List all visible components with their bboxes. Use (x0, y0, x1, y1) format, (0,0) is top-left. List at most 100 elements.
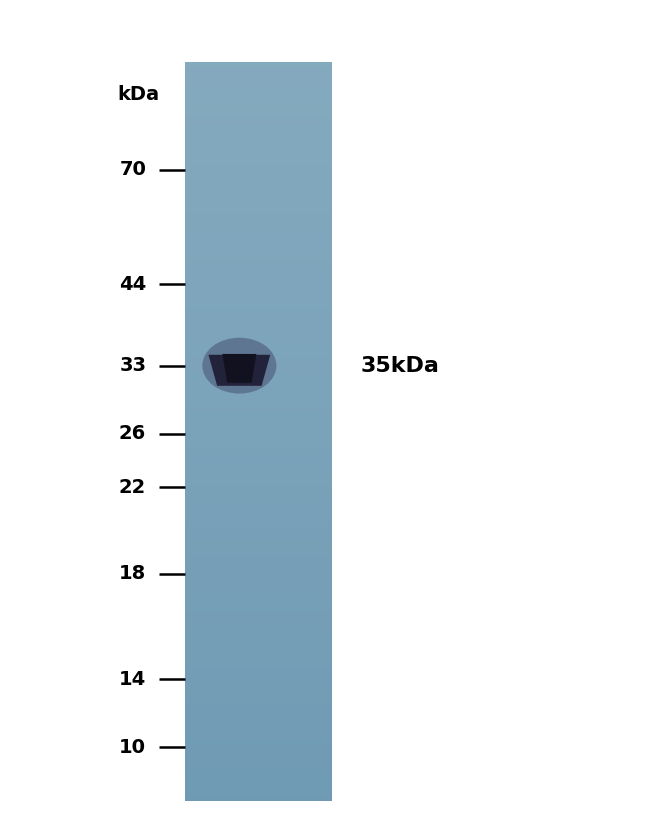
Bar (185, 123, 332, 127)
Bar (185, 542, 332, 545)
Bar (185, 732, 332, 735)
Bar (185, 232, 332, 235)
Bar (185, 118, 332, 122)
Bar (185, 399, 332, 403)
Text: 44: 44 (119, 275, 146, 294)
Bar (185, 117, 332, 119)
Bar (185, 722, 332, 725)
Bar (185, 217, 332, 221)
Bar (185, 389, 332, 393)
Bar (185, 377, 332, 380)
Bar (185, 143, 332, 147)
Bar (185, 453, 332, 456)
Bar (185, 555, 332, 558)
Bar (185, 416, 332, 420)
Bar (185, 564, 332, 567)
Text: 35kDa: 35kDa (361, 356, 439, 376)
Bar (185, 313, 332, 316)
Bar (185, 65, 332, 68)
Bar (185, 382, 332, 385)
Bar (185, 569, 332, 572)
Bar (185, 227, 332, 230)
Bar (185, 190, 332, 193)
Bar (185, 665, 332, 669)
Bar (185, 239, 332, 242)
Bar (185, 234, 332, 237)
Bar (185, 149, 332, 152)
Bar (185, 362, 332, 366)
Polygon shape (209, 355, 270, 386)
Bar (185, 700, 332, 703)
Bar (185, 633, 332, 636)
Bar (185, 91, 332, 95)
Bar (185, 160, 332, 164)
Bar (185, 266, 332, 269)
Bar (185, 663, 332, 666)
Bar (185, 709, 332, 712)
Bar (185, 751, 332, 754)
Bar (185, 384, 332, 388)
Bar (185, 281, 332, 284)
Bar (185, 296, 332, 300)
Bar (185, 727, 332, 730)
Bar (185, 510, 332, 513)
Bar (185, 576, 332, 580)
Bar (185, 798, 332, 801)
Bar (185, 197, 332, 201)
Bar (185, 365, 332, 368)
Bar (185, 340, 332, 343)
Bar (185, 724, 332, 727)
Bar (185, 495, 332, 498)
Bar (185, 584, 332, 587)
Polygon shape (222, 354, 256, 383)
Bar (185, 180, 332, 184)
Bar (185, 687, 332, 690)
Bar (185, 781, 332, 784)
Bar (185, 107, 332, 110)
Bar (185, 151, 332, 154)
Bar (185, 441, 332, 445)
Bar (185, 126, 332, 129)
Bar (185, 183, 332, 186)
Bar (185, 618, 332, 622)
Bar (185, 601, 332, 604)
Bar (185, 131, 332, 134)
Bar (185, 192, 332, 195)
Bar (185, 513, 332, 516)
Bar (185, 505, 332, 508)
Bar (185, 404, 332, 408)
Bar (185, 643, 332, 646)
Bar (185, 766, 332, 769)
Bar (185, 631, 332, 634)
Bar (185, 426, 332, 430)
Bar (185, 776, 332, 779)
Bar (185, 80, 332, 82)
Bar (185, 225, 332, 228)
Bar (185, 72, 332, 76)
Bar (185, 481, 332, 484)
Bar (185, 547, 332, 550)
Bar (185, 284, 332, 287)
Bar (185, 394, 332, 398)
Bar (185, 310, 332, 314)
Bar (185, 606, 332, 609)
Bar (185, 779, 332, 782)
Bar (185, 370, 332, 373)
Bar (185, 719, 332, 722)
Bar (185, 402, 332, 405)
Bar (185, 333, 332, 336)
Bar (185, 424, 332, 427)
Bar (185, 523, 332, 525)
Bar (185, 367, 332, 371)
Bar (185, 529, 332, 533)
Bar (185, 229, 332, 232)
Bar (185, 328, 332, 331)
Bar (185, 655, 332, 659)
Bar (185, 744, 332, 747)
Bar (185, 375, 332, 378)
Bar (185, 586, 332, 590)
Bar (185, 114, 332, 117)
Bar (185, 492, 332, 496)
Bar (185, 621, 332, 624)
Bar (185, 291, 332, 294)
